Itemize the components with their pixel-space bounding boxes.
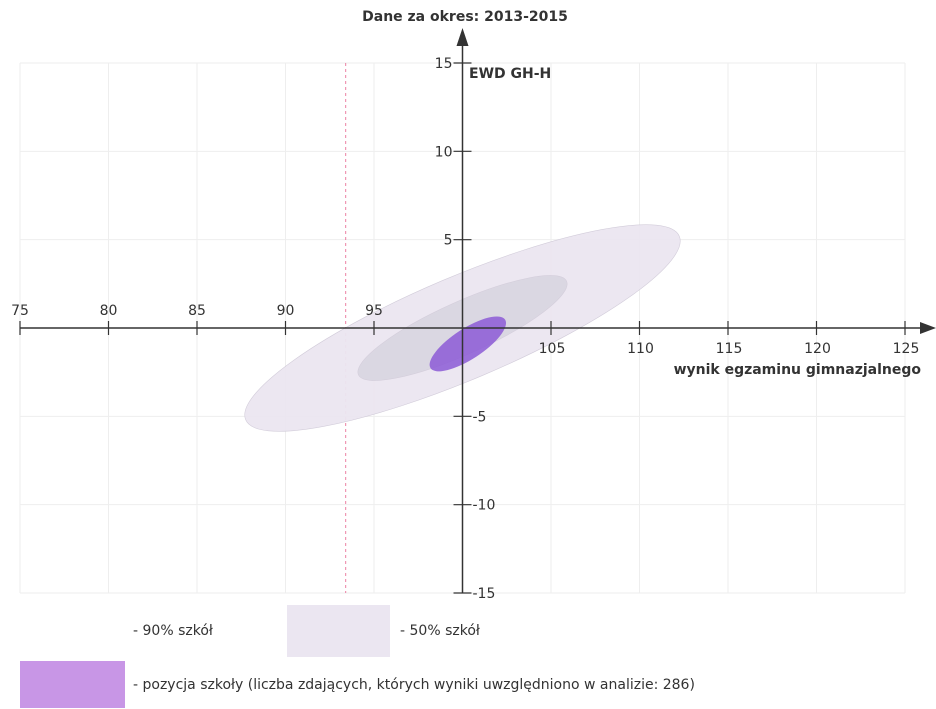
x-tick-label: 125 [893, 341, 920, 357]
x-tick-label: 105 [539, 341, 566, 357]
y-tick-label: 10 [435, 144, 453, 160]
x-tick-label: 85 [188, 303, 206, 319]
legend-swatch-school [20, 661, 125, 708]
x-tick-label: 115 [716, 341, 743, 357]
y-tick-label: 15 [435, 56, 453, 72]
x-tick-label: 75 [11, 303, 29, 319]
x-tick-label: 120 [804, 341, 831, 357]
y-axis-arrow [456, 28, 469, 46]
x-tick-label: 110 [627, 341, 654, 357]
school-position [429, 316, 507, 372]
y-tick-label: -15 [473, 586, 496, 602]
x-tick-label: 95 [365, 303, 383, 319]
y-tick-label: -10 [473, 498, 496, 514]
legend-swatch-50 [287, 605, 390, 657]
y-tick-label: 5 [444, 233, 453, 249]
legend-label-50: - 50% szkół [400, 623, 480, 639]
x-tick-label: 90 [277, 303, 295, 319]
legend-label-school: - pozycja szkoły (liczba zdających, któr… [133, 677, 695, 693]
x-axis-label: wynik egzaminu gimnazjalnego [674, 362, 922, 378]
y-tick-label: -5 [473, 409, 487, 425]
y-axis-label: EWD GH-H [469, 66, 551, 82]
x-tick-label: 80 [100, 303, 118, 319]
x-axis-arrow [920, 322, 936, 334]
axes [20, 28, 936, 593]
chart-title: Dane za okres: 2013-2015 [362, 9, 568, 25]
legend-label-90: - 90% szkół [133, 623, 213, 639]
